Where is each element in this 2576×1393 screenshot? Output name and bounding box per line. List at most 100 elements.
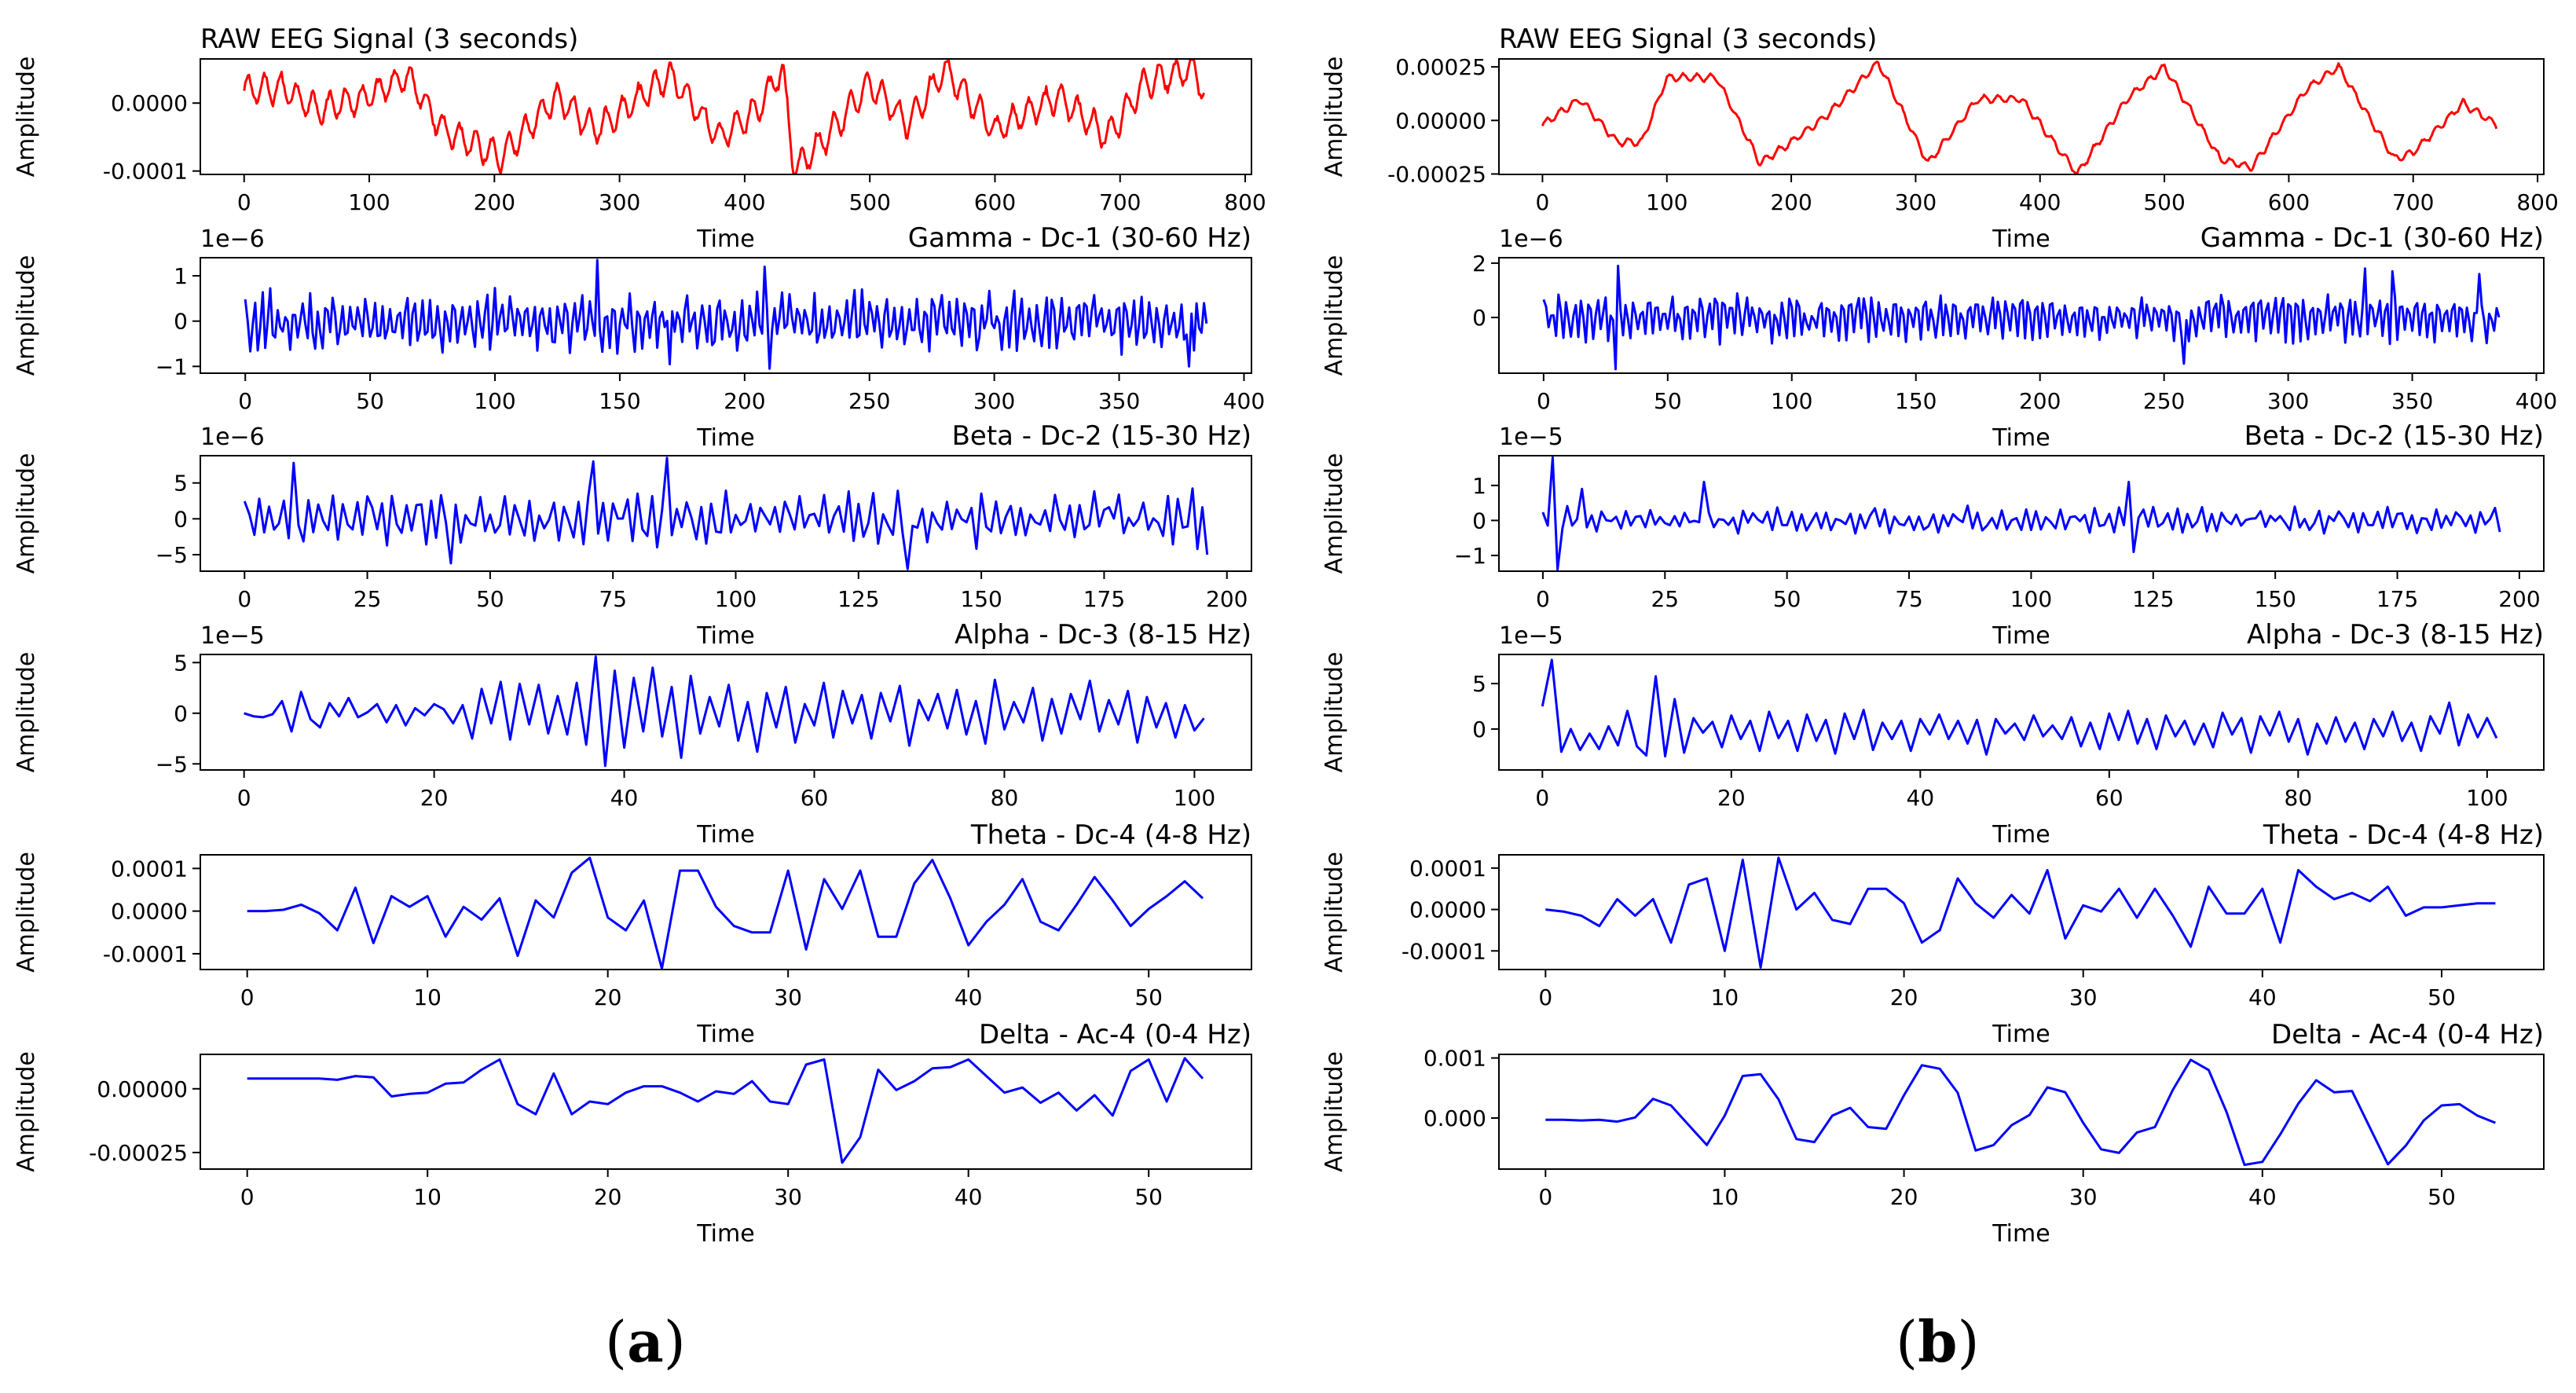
- x-tick-label: 100: [1174, 785, 1215, 811]
- y-offset-text: 1e−5: [1499, 622, 1563, 650]
- series-line: [1542, 264, 2501, 371]
- x-axis-label: Time: [696, 1220, 754, 1248]
- x-tick-label: 500: [2143, 189, 2185, 215]
- plot-frame: [200, 58, 1252, 175]
- x-tick-label: 300: [1895, 189, 1937, 215]
- x-tick-label: 30: [774, 1184, 802, 1210]
- plot-frame: [1498, 455, 2545, 572]
- y-tick-label: -0.00025: [89, 1140, 188, 1166]
- subplot-b-4: Alpha - Dc-3 (8-15 Hz) 1e−5 Amplitude Time 0…: [1321, 619, 2545, 849]
- x-tick-label: 200: [2019, 388, 2061, 414]
- y-axis-label: Amplitude: [13, 652, 40, 773]
- subplot-a-1: RAW EEG Signal (3 seconds) Amplitude Time 0…: [13, 24, 1266, 253]
- x-tick-label: 30: [2069, 1184, 2098, 1210]
- x-tick-label: 0: [1538, 1184, 1552, 1210]
- x-tick-label: 50: [1654, 388, 1682, 414]
- subplot-title: Delta - Ac-4 (0-4 Hz): [979, 1019, 1251, 1050]
- x-tick-label: 30: [774, 984, 802, 1010]
- x-tick-label: 30: [2069, 984, 2098, 1010]
- subplot-title: Beta - Dc-2 (15-30 Hz): [2244, 420, 2544, 452]
- y-tick-label: 0: [174, 701, 188, 727]
- x-tick-label: 250: [2143, 388, 2185, 414]
- caption-a: (a): [605, 1308, 686, 1375]
- x-tick-label: 50: [2428, 984, 2456, 1010]
- y-offset-text: 1e−6: [200, 423, 265, 451]
- x-tick-label: 0: [1536, 189, 1550, 215]
- x-tick-label: 80: [2285, 785, 2313, 811]
- subplot-title: Alpha - Dc-3 (8-15 Hz): [955, 619, 1251, 651]
- x-tick-label: 60: [2095, 785, 2123, 811]
- subplot-title: Theta - Dc-4 (4-8 Hz): [970, 819, 1251, 851]
- x-tick-label: 150: [1895, 388, 1937, 414]
- x-tick-label: 50: [1773, 586, 1801, 612]
- plot-frame: [1498, 854, 2545, 970]
- y-tick-label: -0.0001: [103, 941, 188, 967]
- x-tick-label: 50: [356, 388, 384, 414]
- x-tick-label: 25: [1651, 586, 1679, 612]
- x-tick-label: 300: [973, 388, 1015, 414]
- y-tick-label: 0.0000: [111, 90, 188, 116]
- y-tick-label: 1: [174, 263, 188, 289]
- x-tick-label: 100: [2466, 785, 2508, 811]
- subplot-a-2: Gamma - Dc-1 (30-60 Hz) 1e−6 Amplitude Time…: [13, 222, 1265, 452]
- x-tick-label: 40: [2248, 984, 2277, 1010]
- subplot-title: Alpha - Dc-3 (8-15 Hz): [2247, 619, 2544, 651]
- y-tick-label: −5: [156, 751, 188, 777]
- y-tick-label: 5: [174, 471, 188, 497]
- series-line: [1541, 456, 2501, 571]
- subplot-title: Gamma - Dc-1 (30-60 Hz): [2200, 222, 2544, 254]
- y-tick-label: −1: [1454, 543, 1486, 569]
- plot-frame: [1498, 257, 2545, 374]
- x-tick-label: 0: [240, 984, 255, 1010]
- series-line: [1545, 856, 2496, 969]
- x-tick-label: 50: [2428, 1184, 2456, 1210]
- y-axis-label: Amplitude: [13, 57, 40, 178]
- x-axis-label: Time: [1992, 1220, 2050, 1248]
- subplot-a-4: Alpha - Dc-3 (8-15 Hz) 1e−5 Amplitude Time 0…: [13, 619, 1252, 849]
- x-tick-label: 10: [413, 984, 442, 1010]
- x-tick-label: 75: [599, 586, 627, 612]
- x-tick-label: 0: [1538, 984, 1552, 1010]
- x-tick-label: 0: [237, 785, 251, 811]
- x-tick-label: 100: [715, 586, 757, 612]
- x-tick-label: 150: [2254, 586, 2296, 612]
- subplot-title: Beta - Dc-2 (15-30 Hz): [952, 420, 1251, 452]
- subplot-title: Delta - Ac-4 (0-4 Hz): [2271, 1019, 2544, 1050]
- x-axis-label: Time: [1992, 821, 2050, 849]
- subplot-title: RAW EEG Signal (3 seconds): [200, 24, 578, 55]
- x-axis-label: Time: [1992, 424, 2050, 452]
- x-tick-label: 175: [2376, 586, 2418, 612]
- plot-frame: [1498, 654, 2545, 771]
- caption-b-letter: b: [1918, 1308, 1958, 1375]
- y-offset-text: 1e−6: [200, 225, 265, 253]
- plot-frame: [200, 854, 1252, 970]
- x-axis-label: Time: [696, 225, 754, 253]
- x-tick-label: 50: [1134, 984, 1163, 1010]
- x-tick-label: 400: [1223, 388, 1265, 414]
- subplot-b-5: Theta - Dc-4 (4-8 Hz) Amplitude Time 0 10 20 3…: [1321, 819, 2545, 1048]
- plot-frame: [200, 257, 1252, 374]
- y-tick-label: 0: [1472, 508, 1486, 533]
- x-tick-label: 200: [1206, 586, 1248, 612]
- y-axis-label: Amplitude: [1321, 57, 1348, 178]
- y-tick-label: 0: [1472, 305, 1486, 331]
- x-tick-label: 20: [594, 1184, 622, 1210]
- y-tick-label: 0.000: [1424, 1105, 1486, 1131]
- x-tick-label: 800: [1224, 189, 1266, 215]
- x-tick-label: 350: [1098, 388, 1140, 414]
- subplot-a-6: Delta - Ac-4 (0-4 Hz) Amplitude Time 0 10 20 3…: [13, 1019, 1252, 1248]
- y-tick-label: 0: [1472, 717, 1486, 742]
- series-line: [243, 456, 1209, 570]
- y-tick-label: 0.00000: [1395, 108, 1486, 134]
- x-tick-label: 20: [594, 984, 622, 1010]
- y-tick-label: 0.00025: [1395, 54, 1486, 80]
- x-axis-label: Time: [1992, 1021, 2050, 1048]
- x-tick-label: 500: [848, 189, 890, 215]
- x-axis-label: Time: [696, 821, 754, 849]
- x-tick-label: 25: [354, 586, 382, 612]
- y-tick-label: 0: [174, 506, 188, 532]
- series-line: [1541, 658, 2498, 758]
- y-axis-label: Amplitude: [1321, 1051, 1348, 1172]
- subplot-title: Theta - Dc-4 (4-8 Hz): [2263, 819, 2544, 851]
